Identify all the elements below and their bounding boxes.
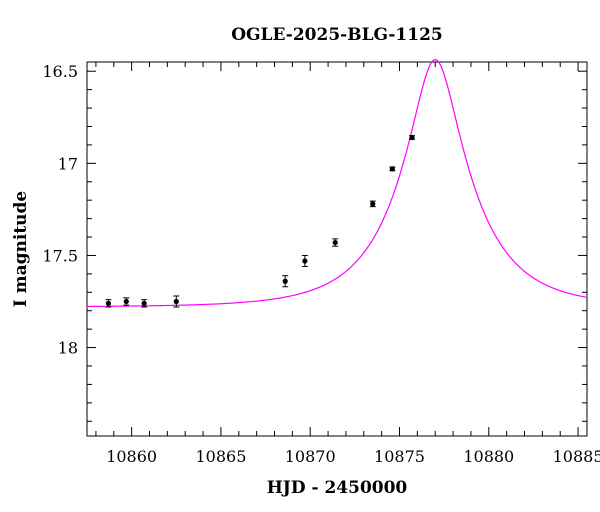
- x-axis-ticks: 10860 10865 10870 10875 10880 10885: [95, 62, 600, 466]
- x-tick-label: 10880: [463, 447, 514, 466]
- x-tick-label: 10865: [195, 447, 246, 466]
- data-points: [105, 134, 415, 308]
- x-tick-label: 10870: [285, 447, 336, 466]
- data-point: [173, 298, 179, 305]
- data-point: [123, 298, 129, 305]
- data-point: [332, 239, 338, 246]
- y-axis-label: I magnitude: [11, 191, 31, 308]
- y-tick-label: 17: [58, 154, 78, 173]
- y-axis-ticks: 16.5 17 17.5 18: [42, 62, 587, 422]
- chart-title: OGLE-2025-BLG-1125: [231, 25, 443, 45]
- y-tick-label: 16.5: [42, 62, 78, 81]
- plot-frame: [86, 61, 588, 437]
- data-point: [409, 134, 415, 141]
- data-point: [389, 166, 395, 172]
- data-point: [282, 278, 288, 284]
- x-tick-label: 10860: [106, 447, 157, 466]
- y-tick-label: 17.5: [42, 246, 78, 265]
- data-point: [370, 201, 376, 207]
- data-point: [105, 300, 112, 306]
- x-tick-label: 10875: [374, 447, 425, 466]
- y-tick-label: 18: [58, 339, 78, 358]
- data-point: [302, 258, 308, 264]
- data-point: [141, 300, 147, 306]
- x-tick-label: 10885: [553, 447, 600, 466]
- x-axis-label: HJD - 2450000: [267, 478, 408, 498]
- model-curve: [87, 59, 588, 308]
